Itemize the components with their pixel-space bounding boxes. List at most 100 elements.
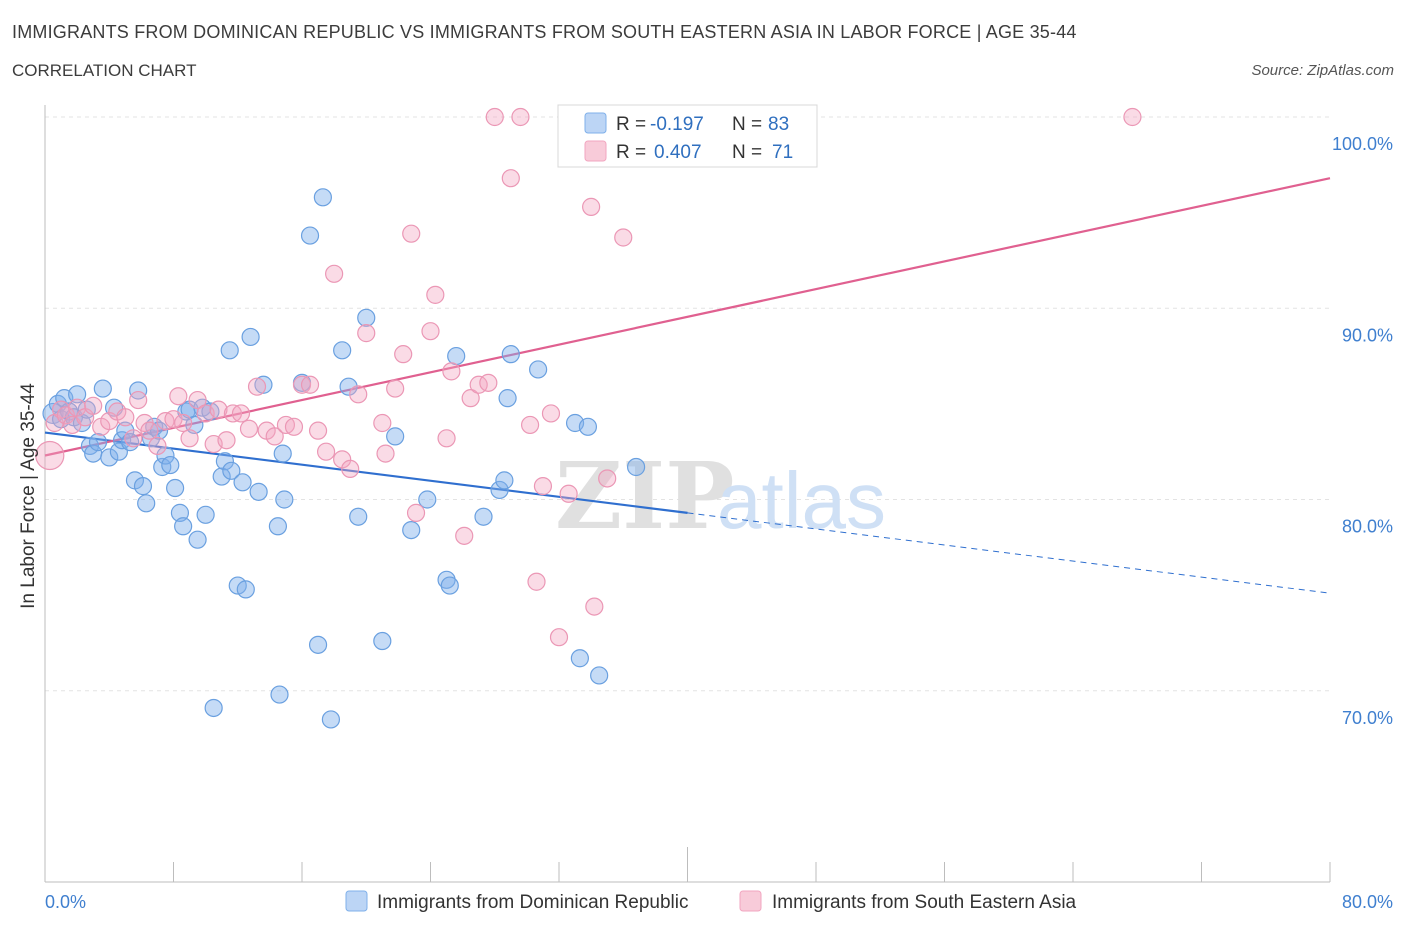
point-dominican <box>100 448 119 467</box>
point-se-asia <box>527 572 546 591</box>
point-se-asia <box>437 429 456 448</box>
point-se-asia <box>402 224 421 243</box>
point-dominican <box>357 308 376 327</box>
point-se-asia <box>239 419 259 438</box>
point-dominican <box>273 444 292 463</box>
point-dominican <box>236 580 255 599</box>
point-se-asia <box>51 400 71 419</box>
point-dominican <box>196 505 215 524</box>
point-dominican <box>300 226 320 245</box>
watermark-zip: ZIP <box>555 442 734 550</box>
bottom-legend-label-blue: Immigrants from Dominican Republic <box>377 892 689 913</box>
legend-r-label-blue: R = <box>616 114 646 135</box>
point-se-asia <box>520 415 540 435</box>
correlation-legend: R = -0.197 N = 83 R = 0.407 N = 71 <box>557 104 818 168</box>
point-dominican <box>402 520 421 540</box>
point-se-asia <box>485 107 504 127</box>
legend-swatch-pink <box>584 140 607 162</box>
y-tick-label: 90.0% <box>1342 325 1393 345</box>
point-dominican <box>137 494 156 513</box>
point-se-asia <box>479 373 498 392</box>
point-dominican <box>149 421 169 440</box>
point-se-asia <box>188 390 207 410</box>
point-dominican <box>68 385 87 404</box>
point-dominican <box>233 473 252 492</box>
point-se-asia <box>124 429 143 448</box>
point-dominican <box>270 685 289 704</box>
point-dominican <box>133 477 153 496</box>
point-se-asia <box>140 421 159 440</box>
trend-lines <box>44 177 1331 594</box>
point-se-asia <box>174 413 193 433</box>
y-tick-label: 70.0% <box>1342 708 1393 728</box>
point-se-asia <box>231 404 251 423</box>
point-dominican <box>578 417 598 436</box>
legend-n-label-blue: N = <box>732 114 762 135</box>
point-dominican <box>418 490 437 509</box>
point-se-asia <box>406 503 426 522</box>
chart-subtitle: CORRELATION CHART <box>12 61 197 80</box>
point-dominican <box>308 635 328 654</box>
point-se-asia <box>442 362 461 381</box>
bottom-legend-swatch-pink <box>739 890 762 912</box>
point-se-asia <box>209 400 228 419</box>
trend-line-blue <box>44 431 688 514</box>
bottom-legend-label-pink: Immigrants from South Eastern Asia <box>772 892 1077 913</box>
point-dominican <box>249 482 268 501</box>
legend-r-label-pink: R = <box>616 142 646 163</box>
point-se-asia <box>559 484 578 503</box>
x-tick-label-end: 80.0% <box>1342 892 1393 912</box>
point-se-asia <box>461 389 480 408</box>
point-se-asia <box>585 597 604 616</box>
point-dominican <box>440 576 459 595</box>
point-dominican <box>626 457 646 477</box>
data-points <box>35 107 1142 729</box>
point-dominican <box>333 341 352 360</box>
point-dominican <box>215 452 234 471</box>
trend-line-pink <box>44 177 1331 457</box>
legend-r-value-blue: -0.197 <box>650 114 704 135</box>
trend-line-extension <box>687 512 1331 594</box>
point-dominican <box>590 666 609 685</box>
point-dominican <box>88 433 108 452</box>
point-dominican <box>275 490 294 509</box>
point-se-asia <box>614 228 633 247</box>
point-dominican <box>129 381 148 400</box>
point-dominican <box>188 530 207 549</box>
point-dominican <box>321 710 341 729</box>
point-se-asia <box>501 169 520 188</box>
point-dominican <box>93 379 112 398</box>
point-se-asia <box>349 385 368 404</box>
point-dominican <box>268 517 288 536</box>
point-se-asia <box>316 442 336 461</box>
axes <box>44 105 1331 883</box>
point-dominican <box>501 345 520 364</box>
point-se-asia <box>308 421 328 440</box>
legend-swatch-blue <box>584 112 607 134</box>
chart-title: IMMIGRANTS FROM DOMINICAN REPUBLIC VS IM… <box>12 22 1077 42</box>
point-se-asia <box>598 469 617 488</box>
point-se-asia <box>284 417 304 436</box>
point-se-asia <box>164 410 183 429</box>
point-se-asia <box>300 375 320 394</box>
point-se-asia <box>84 396 103 415</box>
point-dominican <box>474 507 493 526</box>
legend-n-label-pink: N = <box>732 142 762 163</box>
point-dominican <box>220 341 239 360</box>
point-dominican <box>185 415 204 435</box>
legend-n-value-blue: 83 <box>768 114 789 135</box>
bottom-legend: Immigrants from Dominican Republic Immig… <box>345 890 1077 913</box>
point-se-asia <box>541 404 561 423</box>
point-se-asia <box>511 107 530 127</box>
y-tick-label: 80.0% <box>1342 517 1393 537</box>
point-dominican <box>386 427 405 446</box>
point-se-asia <box>129 390 148 410</box>
point-dominican <box>570 649 589 668</box>
point-dominican <box>339 377 358 396</box>
grid-lines <box>45 116 1330 692</box>
point-dominican <box>222 461 241 480</box>
point-se-asia <box>247 377 267 396</box>
point-se-asia <box>376 444 395 463</box>
point-se-asia <box>217 431 236 450</box>
